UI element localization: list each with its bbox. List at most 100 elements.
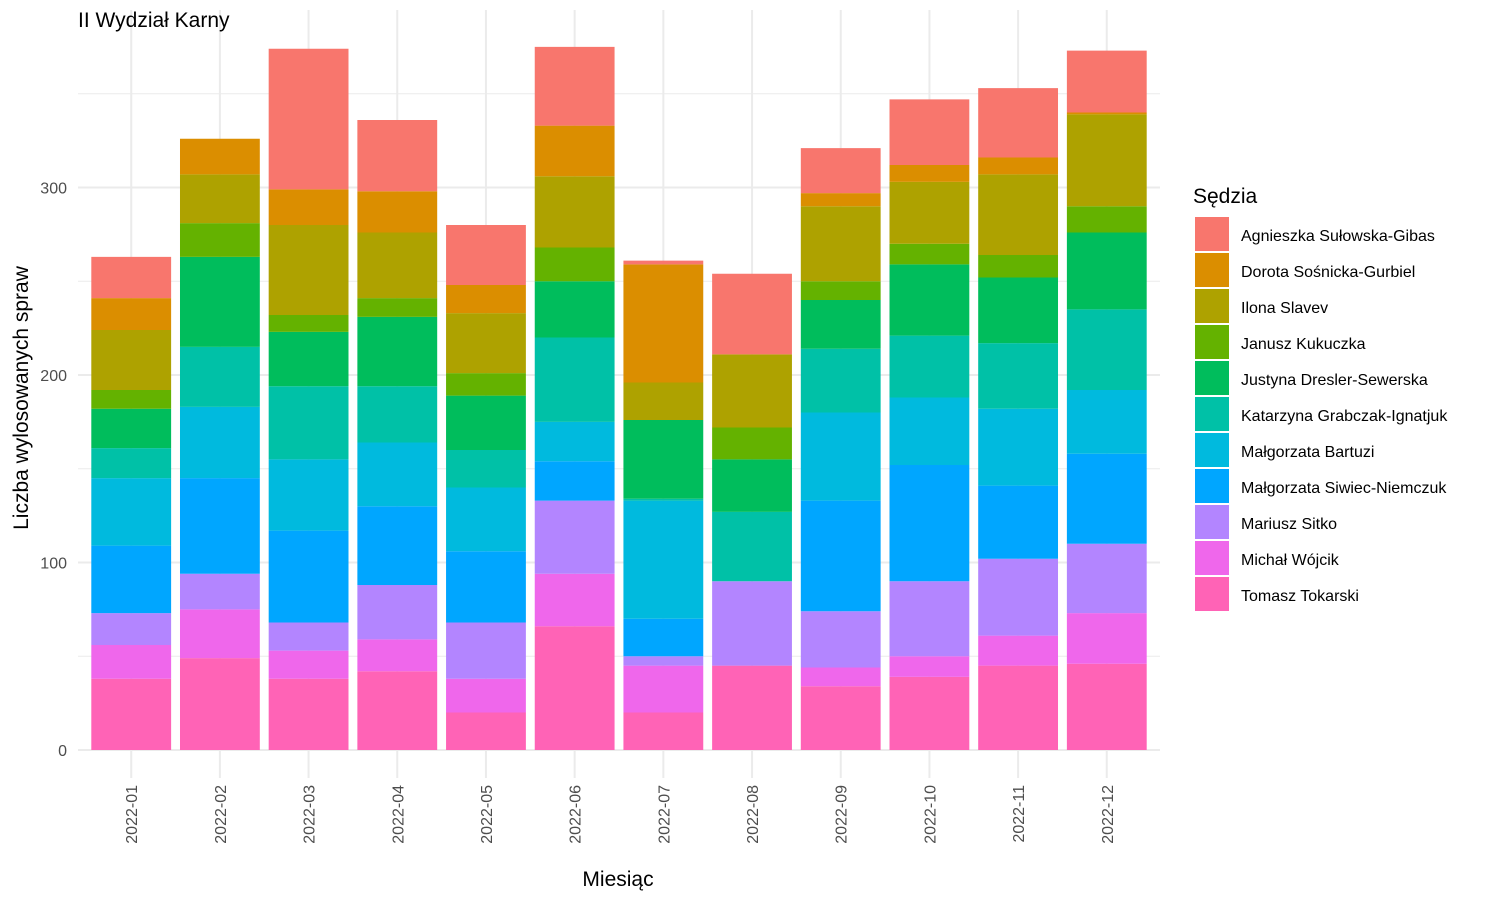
y-tick-label: 0	[58, 743, 67, 760]
bar-segment	[800, 348, 881, 413]
legend-key	[1195, 217, 1229, 251]
bar-segment	[623, 656, 704, 666]
x-tick-label: 2022-04	[390, 785, 407, 844]
bar-segment	[446, 225, 526, 285]
legend-key	[1195, 253, 1229, 287]
bar-segment	[712, 665, 792, 750]
x-tick-label: 2022-11	[1011, 785, 1028, 843]
legend-label: Michał Wójcik	[1241, 552, 1340, 569]
bar-segment	[446, 622, 526, 679]
bar-segment	[1066, 543, 1147, 614]
bar-segment	[91, 613, 172, 645]
bar-segment	[712, 273, 792, 355]
bar-segment	[91, 478, 172, 546]
bar-segment	[91, 330, 172, 390]
y-tick-label: 200	[40, 368, 67, 385]
bar-segment	[712, 581, 792, 666]
bar-segment	[446, 450, 526, 488]
bar-segment	[712, 427, 792, 460]
x-tick-label: 2022-09	[834, 785, 851, 844]
bar-segment	[91, 545, 172, 614]
bar-segment	[1066, 206, 1147, 233]
bar-segment	[889, 581, 970, 657]
bars	[91, 46, 1147, 750]
bar-segment	[268, 459, 349, 531]
bar-segment	[1066, 50, 1147, 113]
x-tick-label: 2022-01	[124, 785, 141, 844]
bar-segment	[534, 626, 615, 750]
bar-segment	[91, 678, 172, 750]
bar-segment	[800, 500, 881, 612]
bar-segment	[978, 485, 1059, 559]
legend-label: Janusz Kukuczka	[1241, 336, 1366, 353]
bar-segment	[889, 397, 970, 465]
bar-segment	[446, 487, 526, 552]
bar-segment	[534, 421, 615, 462]
bar-segment	[179, 223, 260, 257]
bar-segment	[179, 406, 260, 479]
bar-segment	[179, 138, 260, 175]
bar-segment	[889, 465, 970, 582]
x-tick-label: 2022-05	[479, 785, 496, 844]
bar-segment	[357, 442, 438, 507]
bar-segment	[91, 408, 172, 449]
bar-segment	[179, 346, 260, 407]
bar-segment	[91, 256, 172, 299]
bar-segment	[889, 243, 970, 265]
bar-segment	[978, 88, 1059, 158]
legend-key	[1195, 361, 1229, 395]
bar-segment	[357, 671, 438, 750]
legend-label: Małgorzata Siwiec-Niemczuk	[1241, 480, 1447, 497]
bar-segment	[978, 174, 1059, 255]
legend-key	[1195, 433, 1229, 467]
bar-segment	[91, 298, 172, 330]
x-tick-label: 2022-02	[213, 785, 230, 844]
bar-segment	[534, 461, 615, 501]
bar-segment	[978, 558, 1059, 636]
legend-label: Mariusz Sitko	[1241, 516, 1337, 533]
bar-segment	[534, 500, 615, 574]
bar-segment	[268, 678, 349, 750]
bar-segment	[1066, 663, 1147, 750]
bar-segment	[800, 193, 881, 207]
y-axis-title: Liczba wylosowanych spraw	[10, 265, 33, 530]
bar-segment	[978, 255, 1059, 278]
legend-key	[1195, 541, 1229, 575]
legend-label: Dorota Sośnicka-Gurbiel	[1241, 264, 1415, 281]
bar-segment	[889, 181, 970, 244]
bar-segment	[357, 316, 438, 387]
bar-segment	[179, 174, 260, 224]
x-tick-label: 2022-07	[656, 785, 673, 844]
bar-segment	[889, 676, 970, 750]
bar-segment	[1066, 112, 1147, 115]
bar-segment	[800, 281, 881, 300]
bar-segment	[357, 298, 438, 317]
bar-segment	[179, 256, 260, 347]
bar-segment	[268, 225, 349, 315]
bar-segment	[534, 46, 615, 126]
bar-segment	[712, 354, 792, 428]
bar-segment	[534, 281, 615, 338]
bar-segment	[357, 232, 438, 299]
bar-segment	[1066, 232, 1147, 310]
bar-segment	[268, 386, 349, 460]
legend-label: Justyna Dresler-Sewerska	[1241, 372, 1428, 389]
bar-segment	[357, 585, 438, 640]
legend-key	[1195, 505, 1229, 539]
bar-segment	[357, 191, 438, 233]
bar-segment	[446, 373, 526, 396]
bar-segment	[446, 678, 526, 713]
bar-segment	[800, 686, 881, 750]
bar-segment	[889, 335, 970, 398]
bar-segment	[800, 206, 881, 282]
bar-segment	[357, 386, 438, 443]
bar-segment	[623, 665, 704, 713]
bar-segment	[1066, 309, 1147, 390]
bar-segment	[534, 247, 615, 282]
bar-segment	[623, 382, 704, 420]
bar-segment	[623, 498, 704, 501]
bar-segment	[800, 412, 881, 501]
bar-segment	[179, 658, 260, 750]
